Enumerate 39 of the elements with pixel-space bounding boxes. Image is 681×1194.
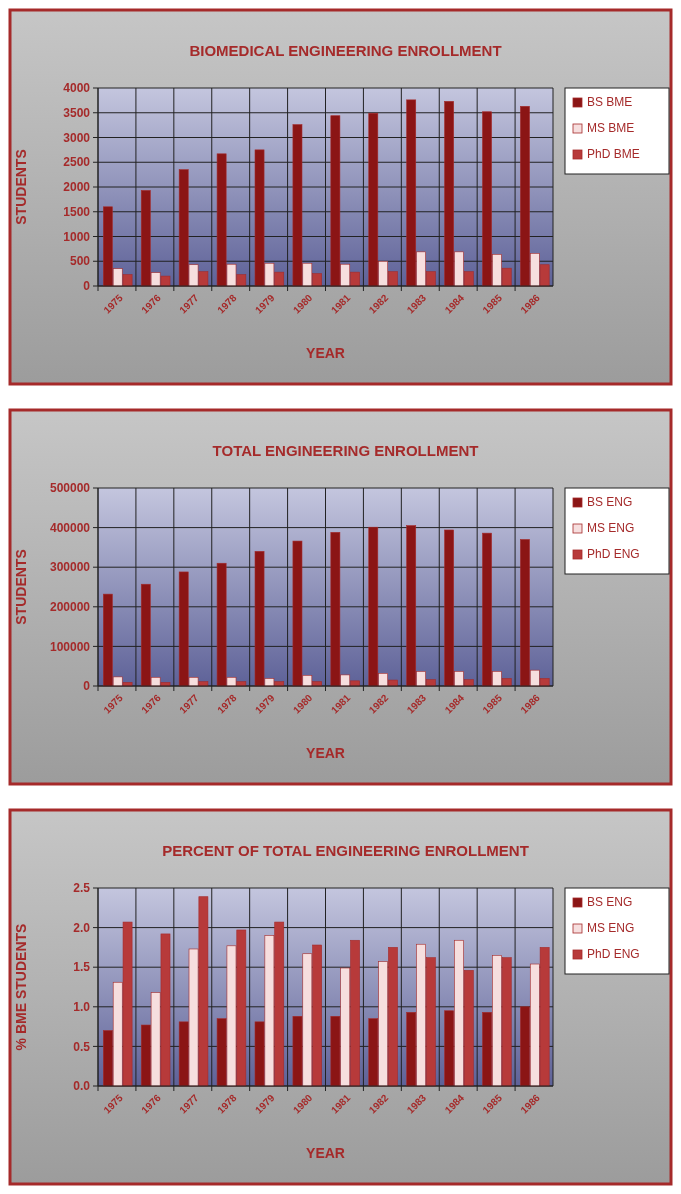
y-axis-title: STUDENTS	[13, 149, 29, 225]
y-tick-label: 2500	[63, 155, 91, 170]
y-tick-label: 500	[69, 254, 91, 269]
y-tick-label: 100000	[49, 639, 91, 654]
x-axis-title: YEAR	[306, 745, 345, 761]
legend-label: BS ENG	[587, 895, 633, 909]
chart-title: BIOMEDICAL ENGINEERING ENROLLMENT	[189, 42, 502, 59]
legend-label: MS ENG	[587, 921, 635, 935]
y-tick-label: 300000	[49, 560, 91, 575]
y-tick-label: 1000	[63, 229, 91, 244]
legend-label: PhD ENG	[587, 547, 640, 561]
x-axis-title: YEAR	[306, 345, 345, 361]
legend-label: BS ENG	[587, 495, 633, 509]
y-tick-label: 2.5	[73, 881, 91, 896]
y-tick-label: 4000	[63, 81, 91, 96]
y-tick-label: 2000	[63, 180, 91, 195]
chart-title: PERCENT OF TOTAL ENGINEERING ENROLLMENT	[162, 842, 529, 859]
y-axis-title: % BME STUDENTS	[13, 923, 29, 1051]
y-tick-label: 0	[83, 279, 91, 294]
legend-label: BS BME	[587, 95, 633, 109]
x-axis-title: YEAR	[306, 1145, 345, 1161]
y-tick-label: 500000	[49, 481, 91, 496]
y-tick-label: 1.0	[73, 1000, 91, 1014]
y-tick-label: 2.0	[73, 920, 91, 935]
y-tick-label: 200000	[49, 600, 91, 614]
chart-title: TOTAL ENGINEERING ENROLLMENT	[212, 442, 479, 459]
y-tick-label: 3500	[63, 105, 91, 120]
legend-label: MS BME	[587, 121, 635, 135]
y-tick-label: 3000	[63, 130, 91, 145]
y-tick-label: 400000	[49, 520, 91, 535]
y-tick-label: 1.5	[73, 960, 91, 975]
legend-label: MS ENG	[587, 521, 635, 535]
y-tick-label: 1500	[63, 204, 91, 219]
y-axis-title: STUDENTS	[13, 549, 29, 625]
y-tick-label: 0	[83, 679, 91, 694]
y-tick-label: 0.5	[73, 1039, 91, 1054]
legend-label: PhD BME	[587, 147, 640, 161]
legend-label: PhD ENG	[587, 947, 640, 961]
y-tick-label: 0.0	[73, 1079, 91, 1094]
